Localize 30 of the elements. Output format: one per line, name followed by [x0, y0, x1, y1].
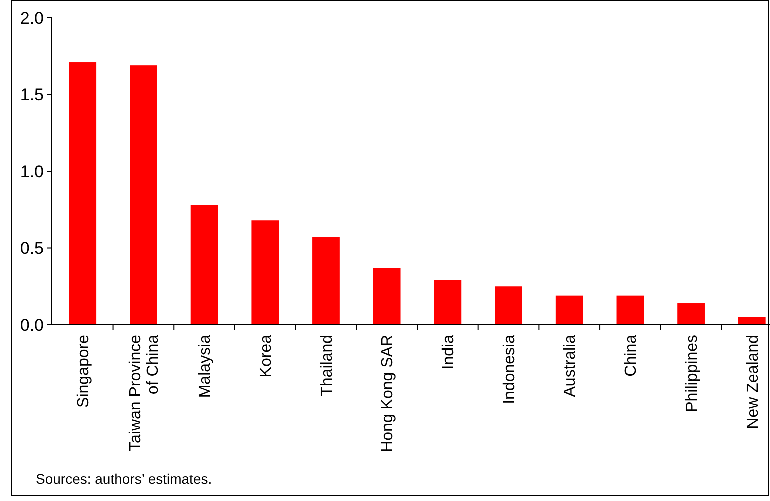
x-tick-label: Hong Kong SAR [380, 335, 397, 452]
bar [738, 317, 766, 325]
bar [130, 66, 158, 325]
y-tick-label: 2.0 [20, 8, 44, 28]
bar [616, 296, 644, 325]
x-tick-label: India [440, 334, 458, 370]
bar [556, 296, 584, 325]
x-tick-label: New Zealand [744, 335, 762, 430]
y-tick-label: 0.5 [20, 239, 44, 258]
bar [373, 268, 401, 325]
x-tick-label: Philippines [684, 335, 701, 412]
bar [252, 220, 280, 325]
y-tick-label: 1.0 [20, 162, 44, 182]
x-tick-label: Australia [562, 334, 580, 398]
bar [495, 286, 522, 325]
x-tick-label: Singapore [75, 334, 92, 408]
x-tick-label: Indonesia [501, 334, 518, 404]
x-tick-label: Thailand [318, 335, 336, 396]
bar [678, 304, 705, 325]
bar [312, 238, 340, 325]
x-tick-label: Taiwan Province of China [128, 334, 162, 452]
bar [434, 280, 462, 325]
x-tick-label: Korea [258, 334, 275, 378]
y-tick-label: 1.5 [20, 86, 44, 105]
bar [69, 62, 97, 325]
y-tick-label: 0.0 [20, 316, 44, 335]
x-tick-label: Malaysia [197, 334, 214, 398]
bar [190, 205, 218, 325]
source-note: Sources: authors’ estimates. [36, 471, 212, 487]
x-tick-label: China [623, 334, 640, 377]
